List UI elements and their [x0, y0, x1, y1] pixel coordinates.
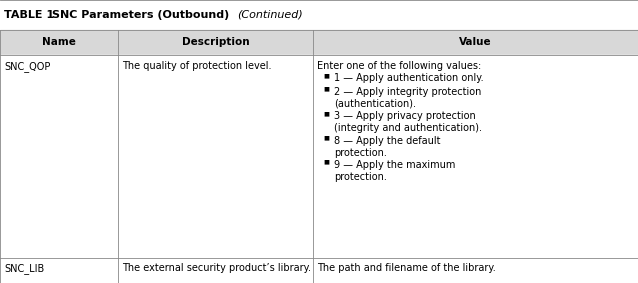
Text: 9 — Apply the maximum
protection.: 9 — Apply the maximum protection.: [334, 160, 455, 182]
Text: ■: ■: [323, 136, 329, 140]
Text: ■: ■: [323, 111, 329, 116]
Text: The path and filename of the library.: The path and filename of the library.: [317, 263, 496, 273]
Text: The external security product’s library.: The external security product’s library.: [122, 263, 311, 273]
Text: Enter one of the following values:: Enter one of the following values:: [317, 61, 481, 71]
Text: 8 — Apply the default
protection.: 8 — Apply the default protection.: [334, 136, 440, 158]
Text: ■: ■: [323, 160, 329, 165]
Text: Value: Value: [459, 37, 492, 48]
Text: SNC Parameters (Outbound): SNC Parameters (Outbound): [52, 10, 229, 20]
Text: TABLE 1: TABLE 1: [4, 10, 54, 20]
Text: 3 — Apply privacy protection
(integrity and authentication).: 3 — Apply privacy protection (integrity …: [334, 111, 482, 133]
Text: 1 — Apply authentication only.: 1 — Apply authentication only.: [334, 73, 484, 83]
Text: (Continued): (Continued): [237, 10, 302, 20]
Bar: [0, 0, 638, 30]
Bar: [0, 258, 638, 283]
Text: 2 — Apply integrity protection
(authentication).: 2 — Apply integrity protection (authenti…: [334, 87, 481, 109]
Text: ■: ■: [323, 87, 329, 92]
Text: Description: Description: [182, 37, 249, 48]
Bar: [0, 30, 638, 55]
Text: SNC_QOP: SNC_QOP: [4, 61, 51, 72]
Bar: [0, 55, 638, 258]
Text: Name: Name: [42, 37, 76, 48]
Text: SNC_LIB: SNC_LIB: [4, 263, 45, 274]
Text: ■: ■: [323, 73, 329, 78]
Text: The quality of protection level.: The quality of protection level.: [122, 61, 272, 71]
